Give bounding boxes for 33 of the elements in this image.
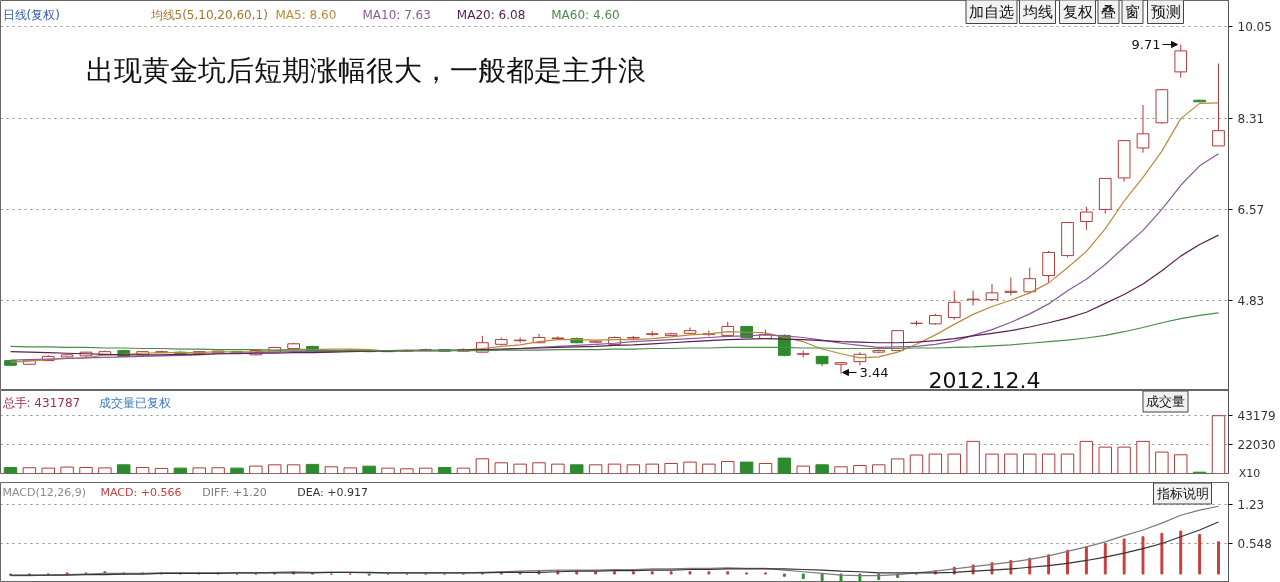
text: MACD: +0.566 <box>100 486 182 499</box>
chart-title: MACD(12,26,9) <box>2 486 87 499</box>
y-tick-label: 22030 <box>1237 437 1276 452</box>
y-tick-label: 0.548 <box>1237 536 1272 551</box>
y-tick-label: 6.57 <box>1237 202 1265 217</box>
annotation: 均线 <box>1021 2 1053 21</box>
text: MA10: 7.63 <box>362 7 431 22</box>
text: MA5: 8.60 <box>275 7 337 22</box>
text: DIFF: +1.20 <box>202 486 267 499</box>
y-tick-label: 10.05 <box>1237 20 1272 35</box>
annotation: 加自选 <box>969 2 1014 21</box>
annotation: 成交量 <box>1146 394 1185 409</box>
annotation: 叠 <box>1101 2 1116 21</box>
annotation: 总手: 431787 <box>1 395 81 410</box>
annotation: 9.71 <box>1131 37 1161 52</box>
annotation: 日线(复权) <box>2 7 60 22</box>
y-tick-label: 1.23 <box>1237 498 1265 513</box>
y-tick-label: 43179 <box>1237 409 1276 424</box>
annotation: 复权 <box>1062 2 1093 21</box>
annotation: 预测 <box>1150 2 1181 21</box>
text: MA20: 6.08 <box>456 7 526 22</box>
annotation: 均线5(5,10,20,60,1) <box>149 7 268 22</box>
y-tick-label: 8.31 <box>1237 111 1265 126</box>
text: 出现黄金坑后短期涨幅很大，一般都是主升浪 <box>85 54 646 87</box>
annotation: 窗 <box>1125 2 1140 21</box>
y-tick-label: 4.83 <box>1237 294 1265 309</box>
annotation: 3.44 <box>859 365 889 380</box>
annotation: 2012.12.4 <box>928 367 1041 393</box>
y-axis-title: X10 <box>1238 467 1261 480</box>
text: MA60: 4.60 <box>551 7 620 22</box>
annotation: 指标说明 <box>1155 486 1209 501</box>
text: DEA: +0.917 <box>297 486 369 499</box>
annotation: 成交量已复权 <box>98 395 171 410</box>
